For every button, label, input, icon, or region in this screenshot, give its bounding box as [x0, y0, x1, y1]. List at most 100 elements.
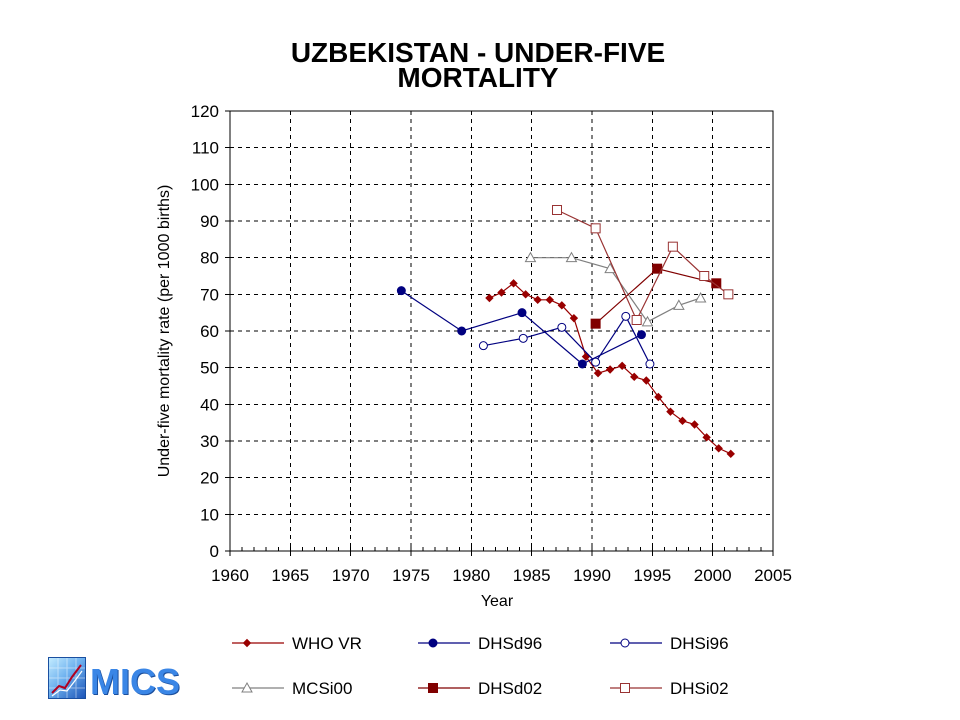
point-dhsi02 — [699, 271, 710, 281]
point-dhsi96 — [478, 341, 488, 351]
x-tick-label: 1975 — [392, 566, 430, 585]
y-tick-label: 90 — [200, 212, 219, 231]
series-dhsd96 — [396, 286, 646, 369]
y-tick-label: 30 — [200, 432, 219, 451]
point-dhsd02 — [711, 278, 722, 289]
legend-key-marker-mcsi00 — [241, 681, 253, 693]
legend-key-marker-who-vr — [242, 638, 252, 648]
legend-item-dhsd96: DHSd96 — [418, 634, 542, 653]
y-tick-label: 10 — [200, 505, 219, 524]
point-dhsd96 — [457, 326, 467, 336]
y-tick-label: 70 — [200, 285, 219, 304]
legend-key-marker-dhsi96 — [620, 638, 630, 648]
legend-label-dhsi02: DHSi02 — [670, 679, 729, 698]
logo-icon-trend-line-secondary — [51, 670, 83, 697]
logo-text: MICS — [90, 661, 180, 702]
point-who-vr — [509, 279, 518, 288]
legend: WHO VR DHSd96 DHSi96 MCSi00 DHSd02 DHSi02 — [232, 634, 729, 698]
x-tick-label: 1960 — [211, 566, 249, 585]
x-tick-label: 1985 — [513, 566, 551, 585]
point-who-vr — [605, 365, 615, 374]
point-dhsi02 — [667, 241, 678, 252]
legend-label-dhsd02: DHSd02 — [478, 679, 542, 698]
point-dhsd96 — [577, 359, 587, 369]
point-dhsi96 — [621, 311, 631, 321]
logo-icon-trend-line — [51, 664, 82, 694]
legend-key-marker-dhsd96 — [428, 638, 438, 648]
point-dhsi02 — [723, 289, 734, 300]
point-mcsi00 — [524, 251, 537, 263]
legend-item-dhsd02: DHSd02 — [418, 679, 542, 698]
series-line-dhsi96 — [483, 315, 651, 365]
point-mcsi00 — [673, 299, 685, 310]
point-who-vr — [678, 416, 687, 426]
point-mcsi00 — [565, 251, 578, 263]
point-dhsd96 — [396, 286, 406, 296]
point-who-vr — [714, 444, 723, 453]
logo-icon-graphic — [49, 658, 85, 698]
y-tick-label: 40 — [200, 395, 219, 414]
y-tick-label: 50 — [200, 359, 219, 378]
legend-label-dhsd96: DHSd96 — [478, 634, 542, 653]
point-mcsi00 — [604, 262, 616, 274]
chart-title: UZBEKISTAN - UNDER-FIVE MORTALITY — [290, 37, 666, 93]
grid-lines — [230, 111, 773, 551]
series-group — [396, 205, 735, 459]
point-who-vr — [666, 407, 675, 416]
x-tick-label: 1965 — [271, 566, 309, 585]
point-dhsi02 — [590, 223, 601, 234]
point-who-vr — [630, 372, 639, 382]
legend-label-dhsi96: DHSi96 — [670, 634, 729, 653]
x-tick-label: 2005 — [754, 566, 792, 585]
legend-label-mcsi00: MCSi00 — [292, 679, 352, 698]
legend-item-dhsi02: DHSi02 — [610, 679, 729, 698]
point-dhsd96 — [636, 330, 646, 340]
point-dhsi96 — [518, 333, 528, 343]
point-who-vr — [497, 288, 506, 297]
point-who-vr — [545, 295, 554, 305]
point-who-vr — [642, 376, 651, 385]
series-mcsi00 — [524, 251, 707, 327]
series-line-mcsi00 — [530, 257, 701, 323]
point-who-vr — [533, 295, 542, 305]
legend-label-who-vr: WHO VR — [292, 634, 362, 653]
legend-item-mcsi00: MCSi00 — [232, 679, 352, 698]
point-dhsd02 — [590, 318, 601, 329]
point-who-vr — [702, 433, 711, 442]
logo-icon-grid — [49, 658, 85, 698]
axis-ticks: 0 10 20 30 40 50 60 70 80 90 100 110 120 1960 1965 1970… — [191, 102, 792, 585]
y-tick-label: 60 — [200, 322, 219, 341]
point-dhsd96 — [517, 308, 527, 318]
point-mcsi00 — [694, 291, 707, 303]
legend-item-dhsi96: DHSi96 — [610, 634, 729, 653]
point-who-vr — [557, 301, 567, 310]
point-dhsi02 — [552, 205, 563, 215]
point-dhsi02 — [631, 315, 642, 325]
x-tick-label: 1990 — [573, 566, 611, 585]
series-dhsi96 — [478, 311, 655, 369]
y-axis-label: Under-five mortality rate (per 1000 birt… — [156, 185, 173, 478]
point-who-vr — [593, 368, 603, 378]
series-dhsd02 — [590, 263, 722, 329]
y-tick-label: 110 — [192, 139, 219, 158]
y-tick-label: 80 — [200, 249, 219, 268]
point-who-vr — [569, 313, 579, 323]
y-tick-label: 100 — [191, 175, 219, 194]
point-who-vr — [521, 290, 530, 299]
point-dhsi96 — [645, 359, 655, 369]
legend-item-who-vr: WHO VR — [232, 634, 362, 653]
point-who-vr — [726, 449, 735, 459]
y-tick-label: 20 — [200, 469, 219, 488]
point-dhsi96 — [591, 357, 601, 367]
y-tick-label: 120 — [191, 102, 219, 121]
point-dhsi96 — [557, 322, 567, 332]
point-who-vr — [617, 361, 627, 371]
point-who-vr — [690, 420, 699, 429]
chart-logo-icon — [48, 657, 86, 699]
y-tick-label: 0 — [210, 542, 219, 561]
x-tick-label: 2000 — [694, 566, 732, 585]
series-dhsi02 — [552, 205, 734, 325]
x-tick-label: 1970 — [332, 566, 370, 585]
point-mcsi00 — [641, 315, 654, 327]
